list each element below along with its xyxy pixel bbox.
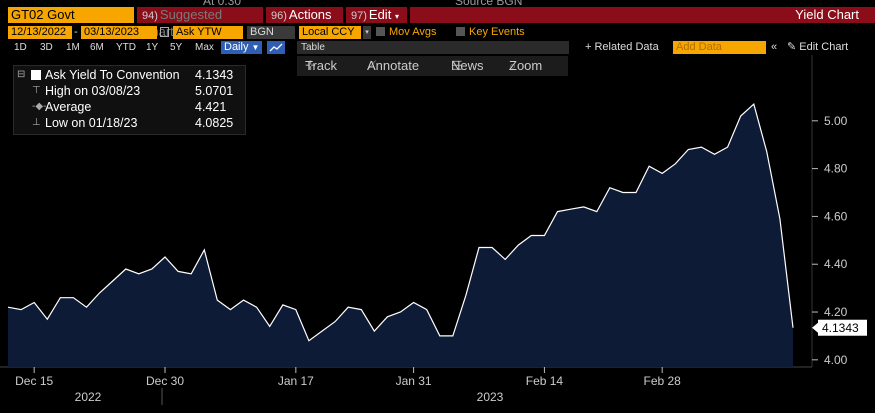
title-bar — [410, 7, 875, 23]
actions-label: Actions — [288, 7, 332, 22]
top-bar: At 0:30 Source BGN GT02 Govt 94) Suggeste… — [0, 0, 875, 39]
y-tick-label: 4.40 — [824, 257, 848, 271]
edit-caret-icon: ▾ — [394, 12, 399, 21]
edit-chart-button[interactable]: ✎ Edit Chart — [787, 41, 848, 54]
y-tick-label: 4.00 — [824, 353, 848, 367]
frequency-selector[interactable]: Daily ▼ — [221, 41, 263, 54]
news-icon: ☰ — [451, 58, 463, 73]
y-tick-label: 4.80 — [824, 162, 848, 176]
controls-row: 12/13/2022 - 03/13/2023 Ask YTW BGN Loca… — [0, 26, 875, 40]
legend-series-value: 4.1343 — [195, 68, 234, 82]
year-label: 2022 — [75, 390, 102, 404]
at-text: At 0:30 — [203, 0, 242, 8]
edit-button[interactable]: 97) Edit ▾ — [346, 7, 407, 23]
key-events-checkbox[interactable] — [456, 27, 465, 36]
period-1y[interactable]: 1Y — [146, 42, 159, 53]
period-max[interactable]: Max — [195, 42, 214, 53]
suggested-charts-num: 94) — [142, 10, 158, 22]
period-3d[interactable]: 3D — [40, 42, 53, 53]
period-5y[interactable]: 5Y — [170, 42, 183, 53]
last-value-label: 4.1343 — [822, 321, 859, 335]
period-1d[interactable]: 1D — [14, 42, 27, 53]
legend-avg-label: Average — [45, 100, 92, 114]
x-tick-label: Dec 15 — [15, 374, 53, 388]
x-tick-label: Dec 30 — [146, 374, 184, 388]
mov-avgs-checkbox[interactable] — [376, 27, 385, 36]
source-selector[interactable]: BGN — [247, 26, 295, 39]
legend-high-label: High on 03/08/23 — [45, 84, 141, 98]
magnifier-icon: ⌕ — [509, 58, 517, 73]
date-separator: - — [74, 26, 78, 38]
add-data-input[interactable]: Add Data — [673, 41, 766, 54]
y-tick-label: 4.20 — [824, 305, 848, 319]
key-events-label: Key Events — [469, 26, 525, 38]
x-tick-label: Feb 14 — [526, 374, 564, 388]
x-tick-label: Feb 28 — [643, 374, 681, 388]
pencil-icon: ⟋ — [367, 58, 377, 73]
mov-avgs-label: Mov Avgs — [389, 26, 437, 38]
legend-low-value: 4.0825 — [195, 116, 234, 130]
collapse-box-icon[interactable]: ⊟ — [17, 69, 26, 80]
x-tick-label: Jan 17 — [278, 374, 314, 388]
legend-series-label: Ask Yield To Convention — [45, 68, 180, 82]
track-label: Track — [305, 58, 338, 73]
low-marker-icon: ⊥ — [32, 117, 41, 128]
start-date-field[interactable]: 12/13/2022 — [8, 26, 72, 39]
edit-num: 97) — [351, 10, 367, 22]
actions-num: 96) — [271, 10, 287, 22]
x-tick-label: Jan 31 — [396, 374, 432, 388]
calendar-icon[interactable] — [160, 27, 169, 37]
series-line — [7, 102, 794, 342]
period-ytd[interactable]: YTD — [116, 42, 136, 53]
frequency-caret-icon: ▼ — [251, 43, 260, 52]
average-marker-icon: -◆- — [32, 101, 47, 112]
chart-tools-bar: ✛ Track ⟋ Annotate ☰ News ⌕ Zoom — [297, 56, 568, 76]
zoom-label: Zoom — [509, 58, 543, 73]
ticker-field[interactable]: GT02 Govt — [8, 7, 134, 23]
year-label: 2023 — [477, 390, 504, 404]
pencil-icon: ✎ — [787, 41, 797, 53]
window-title: Yield Chart — [795, 7, 859, 22]
high-marker-icon: ⊤ — [32, 85, 41, 96]
currency-selector[interactable]: Local CCY — [299, 26, 361, 39]
legend-high-value: 5.0701 — [195, 84, 234, 98]
series-color-swatch — [31, 70, 41, 80]
edit-chart-label: Edit Chart — [799, 41, 849, 53]
y-tick-label: 5.00 — [824, 114, 848, 128]
field-selector[interactable]: Ask YTW — [173, 26, 243, 39]
edit-label: Edit — [368, 7, 392, 22]
legend-low-label: Low on 01/18/23 — [45, 116, 138, 130]
source-text: Source BGN — [455, 0, 523, 8]
last-value-tag — [818, 319, 867, 336]
series-area — [8, 104, 793, 367]
currency-dropdown-icon[interactable]: ▾ — [363, 26, 371, 39]
period-row: 1D 3D 1M 6M YTD 1Y 5Y Max Daily ▼ Table … — [0, 41, 875, 54]
table-button[interactable]: Table — [297, 41, 569, 54]
news-label: News — [451, 58, 484, 73]
legend-avg-value: 4.421 — [195, 100, 227, 114]
related-data-button[interactable]: + Related Data — [585, 41, 659, 53]
actions-button[interactable]: 96)Actions ▾ — [266, 7, 343, 38]
collapse-icon[interactable]: « — [771, 41, 778, 53]
chart-legend: ⊟ Ask Yield To Convention 4.1343 ⊤ High … — [13, 65, 246, 135]
suggested-charts-button[interactable]: 94) Suggested Charts — [137, 7, 263, 39]
end-date-field[interactable]: 03/13/2023 — [81, 26, 157, 39]
frequency-label: Daily — [224, 41, 249, 53]
y-tick-label: 4.60 — [824, 209, 848, 223]
chart-type-icon[interactable] — [267, 41, 285, 54]
period-1m[interactable]: 1M — [66, 42, 80, 53]
last-value-pointer — [812, 322, 818, 333]
annotate-label: Annotate — [367, 58, 420, 73]
yield-chart[interactable]: 4.00 4.20 4.40 4.60 4.80 5.00 4.1343 Dec 15 Dec … — [0, 55, 875, 410]
period-6m[interactable]: 6M — [90, 42, 104, 53]
crosshair-icon: ✛ — [305, 58, 316, 73]
